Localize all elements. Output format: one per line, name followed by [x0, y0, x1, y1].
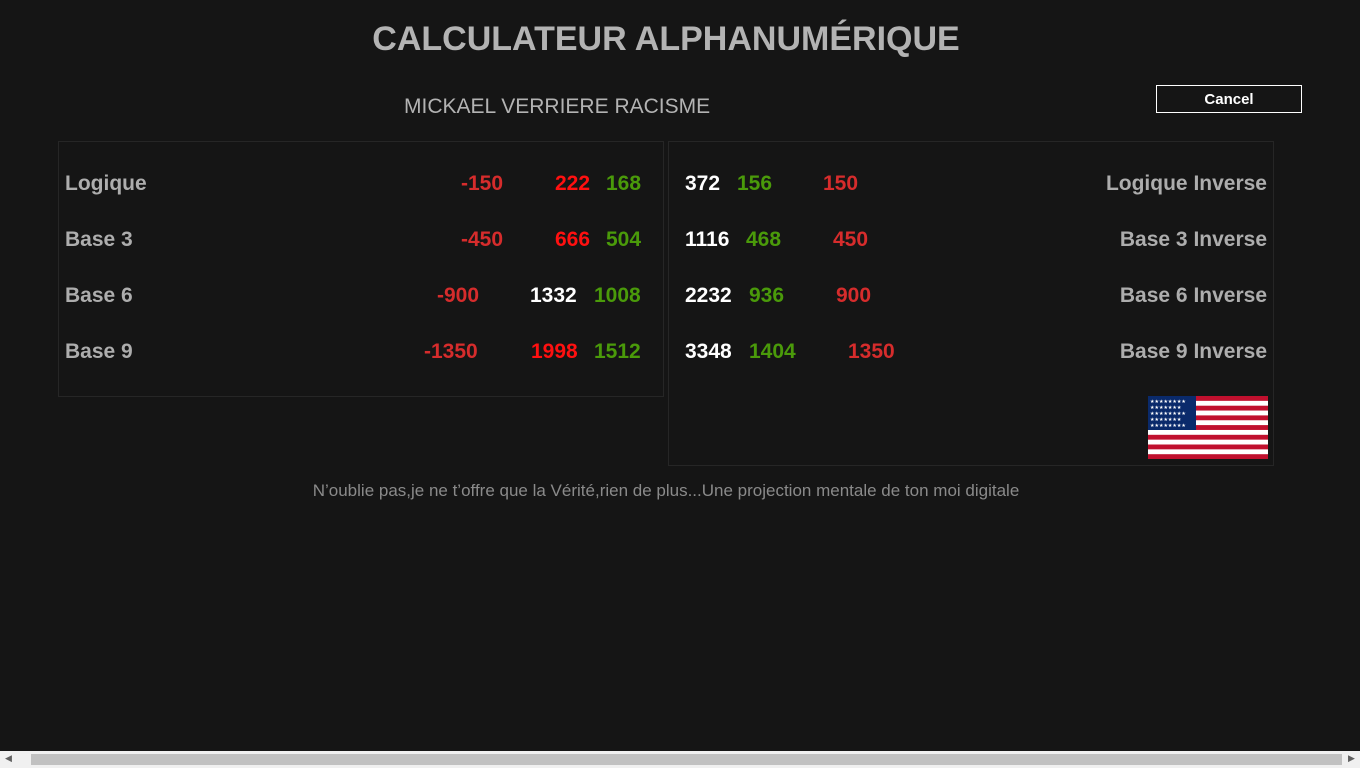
subtitle: MICKAEL VERRIERE RACISME: [404, 95, 711, 118]
value: 1512: [594, 340, 641, 363]
row-label-logique-inverse: Logique Inverse: [1105, 172, 1267, 195]
scrollbar-thumb[interactable]: [31, 754, 1342, 765]
svg-text:★★★★★★★★: ★★★★★★★★: [1150, 411, 1186, 417]
row-label-base6-inverse: Base 6 Inverse: [1119, 284, 1267, 307]
scroll-left-icon[interactable]: ◀: [5, 753, 12, 763]
value: 222: [555, 172, 591, 195]
left-panel: [58, 141, 664, 397]
value: 150: [823, 172, 859, 195]
value: 450: [833, 228, 869, 251]
right-panel: [668, 141, 1274, 466]
row-label-base9: Base 9: [65, 340, 133, 363]
value: 168: [606, 172, 642, 195]
footer-text: N’oublie pas,je ne t’offre que la Vérité…: [312, 481, 1020, 500]
value: 900: [836, 284, 872, 307]
horizontal-scrollbar[interactable]: ◀ ▶: [0, 751, 1360, 768]
value: 372: [685, 172, 721, 195]
value: 1008: [594, 284, 641, 307]
value: -900: [437, 284, 480, 307]
scroll-right-icon[interactable]: ▶: [1348, 753, 1355, 763]
value: 3348: [685, 340, 732, 363]
svg-text:★★★★★★★: ★★★★★★★: [1150, 417, 1182, 423]
row-label-base9-inverse: Base 9 Inverse: [1119, 340, 1267, 363]
row-label-base6: Base 6: [65, 284, 133, 307]
value: 504: [606, 228, 642, 251]
row-label-logique: Logique: [65, 172, 147, 195]
value: 936: [749, 284, 785, 307]
svg-text:★★★★★★★★: ★★★★★★★★: [1150, 399, 1186, 405]
us-flag-icon: ★★★★★★★★★★★★★★★★★★★★★★★★★★★★★★★★★★★★★★: [1148, 396, 1268, 459]
value: -150: [461, 172, 504, 195]
value: 1332: [530, 284, 577, 307]
value: 1350: [848, 340, 895, 363]
value: 1116: [685, 228, 730, 251]
svg-text:★★★★★★★★: ★★★★★★★★: [1150, 423, 1186, 429]
value: 666: [555, 228, 591, 251]
cancel-button[interactable]: Cancel: [1156, 85, 1302, 113]
page-title: CALCULATEUR ALPHANUMÉRIQUE: [372, 20, 960, 58]
value: 468: [746, 228, 782, 251]
value: 156: [737, 172, 773, 195]
value: -1350: [424, 340, 478, 363]
svg-text:★★★★★★★: ★★★★★★★: [1150, 405, 1182, 411]
row-label-base3: Base 3: [65, 228, 133, 251]
value: 1998: [531, 340, 578, 363]
value: 1404: [749, 340, 796, 363]
value: -450: [461, 228, 504, 251]
value: 2232: [685, 284, 732, 307]
row-label-base3-inverse: Base 3 Inverse: [1119, 228, 1267, 251]
